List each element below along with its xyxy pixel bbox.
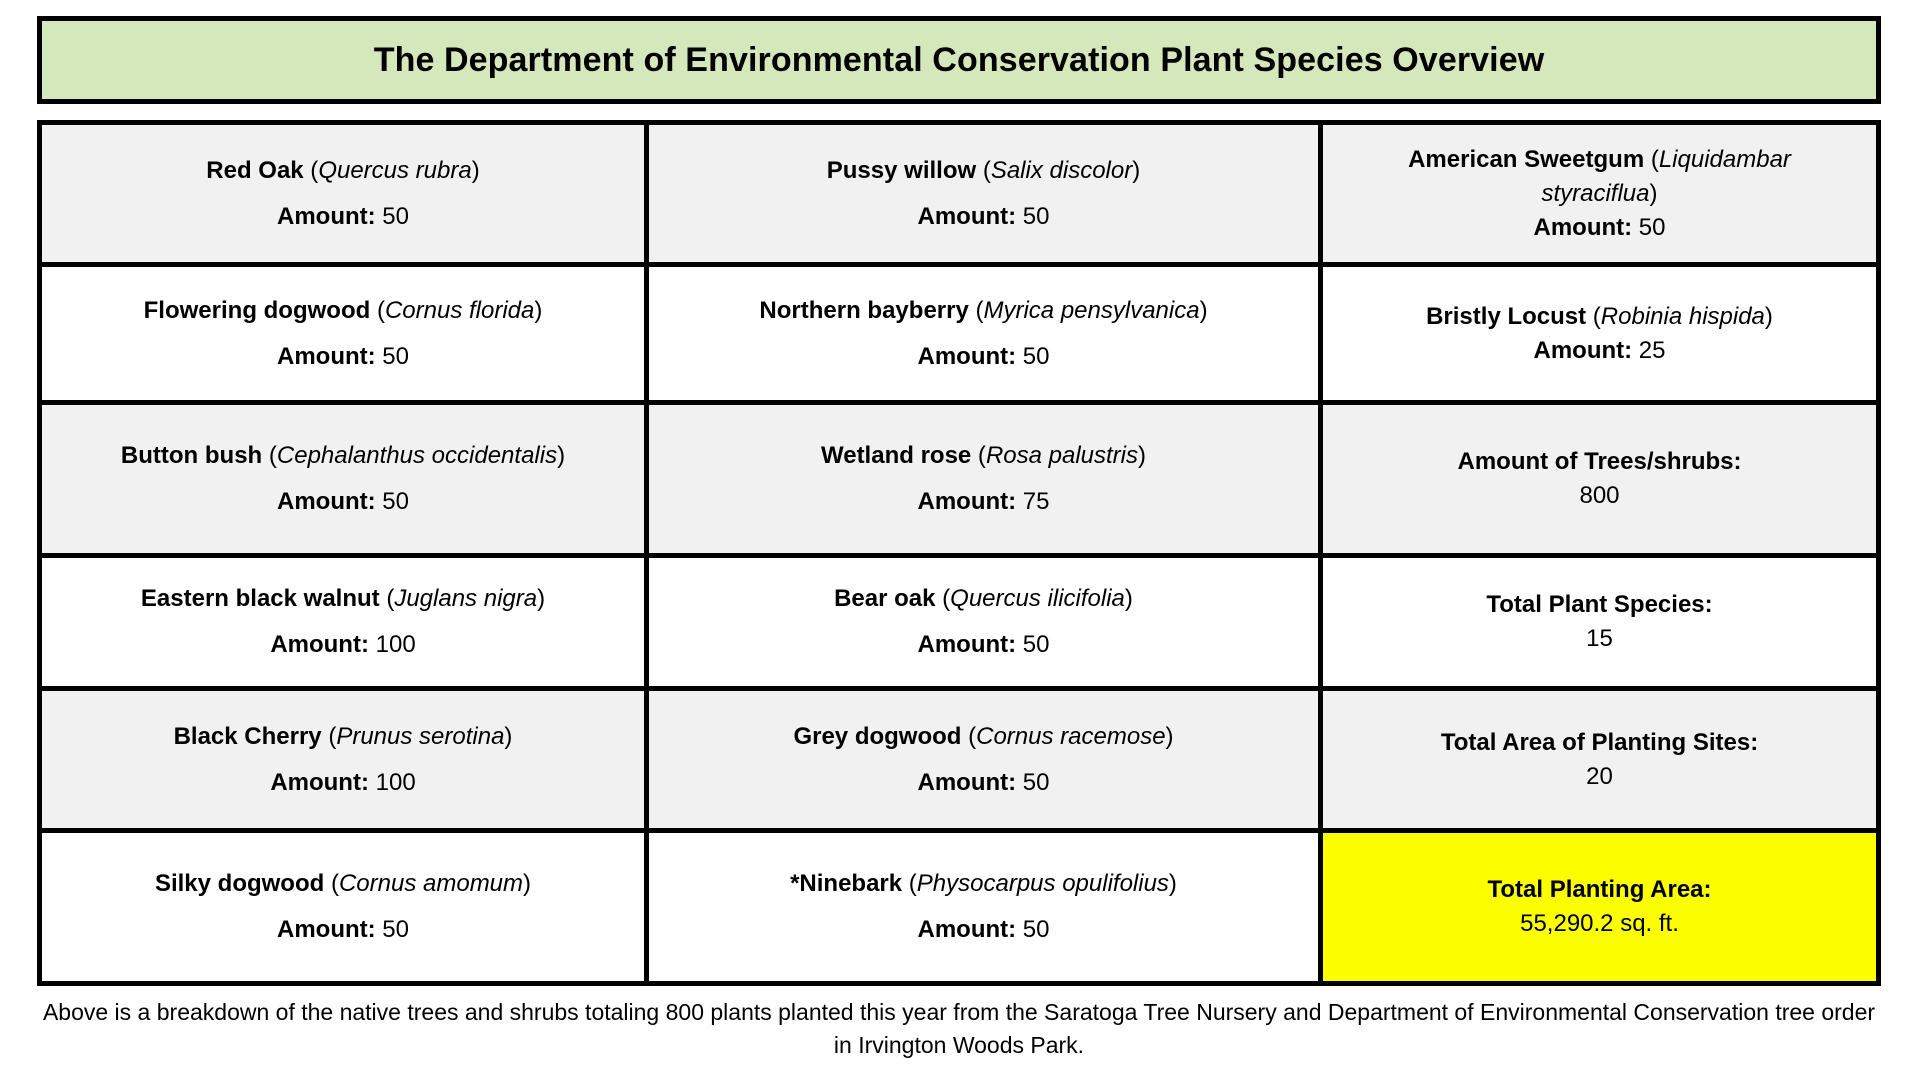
caption-text: Above is a breakdown of the native trees… xyxy=(42,999,1876,1058)
species-common-name: Flowering dogwood xyxy=(143,296,371,324)
species-common-name: Red Oak xyxy=(206,156,304,184)
species-scientific-name: Quercus ilicifolia xyxy=(950,585,1125,612)
species-table: Red Oak (Quercus rubra) Amount: 50 Pussy… xyxy=(37,120,1881,986)
species-cell: American Sweetgum (Liquidambar styracifl… xyxy=(1323,125,1876,262)
amount-label: Amount: xyxy=(270,631,369,658)
species-common-name: Eastern black walnut xyxy=(140,585,380,612)
species-cell: *Ninebark (Physocarpus opulifolius) Amou… xyxy=(649,833,1318,981)
species-scientific-name: Liquidambar styraciflua xyxy=(1541,145,1791,207)
species-common-name: Grey dogwood xyxy=(793,722,962,750)
title-banner: The Department of Environmental Conserva… xyxy=(37,16,1881,104)
species-common-name: Pussy willow xyxy=(826,156,977,184)
species-common-name: Silky dogwood xyxy=(154,870,325,897)
page-title: The Department of Environmental Conserva… xyxy=(373,40,1545,79)
amount-label: Amount: xyxy=(276,488,376,515)
amount-label: Amount: xyxy=(276,916,376,943)
summary-value: 15 xyxy=(1586,625,1613,652)
species-scientific-name: Myrica pensylvanica xyxy=(983,296,1200,324)
amount-value: 100 xyxy=(375,768,416,796)
species-cell: Button bush (Cephalanthus occidentalis) … xyxy=(42,405,644,553)
amount-label: Amount: xyxy=(917,342,1017,370)
amount-value: 50 xyxy=(1022,916,1050,943)
amount-label: Amount: xyxy=(1533,336,1633,364)
amount-label: Amount: xyxy=(276,342,376,370)
species-scientific-name: Cephalanthus occidentalis xyxy=(276,442,558,469)
species-common-name: American Sweetgum xyxy=(1408,145,1645,173)
summary-cell-trees-shrubs: Amount of Trees/shrubs: 800 xyxy=(1323,405,1876,553)
species-common-name: Button bush xyxy=(120,442,263,469)
species-cell: Eastern black walnut (Juglans nigra) Amo… xyxy=(42,558,644,686)
amount-value: 100 xyxy=(375,631,416,658)
species-cell: Grey dogwood (Cornus racemose) Amount: 5… xyxy=(649,691,1318,828)
species-common-name: Wetland rose xyxy=(821,442,972,469)
amount-value: 50 xyxy=(1638,213,1666,241)
species-scientific-name: Prunus serotina xyxy=(336,722,505,750)
species-scientific-name: Cornus amomum xyxy=(338,870,524,897)
amount-label: Amount: xyxy=(917,488,1017,515)
species-common-name: Bear oak xyxy=(834,585,936,612)
species-common-name: Black Cherry xyxy=(173,722,322,750)
amount-value: 50 xyxy=(1022,768,1050,796)
amount-value: 50 xyxy=(1022,202,1050,230)
species-cell: Wetland rose (Rosa palustris) Amount: 75 xyxy=(649,405,1318,553)
amount-value: 50 xyxy=(382,488,409,515)
amount-label: Amount: xyxy=(917,768,1017,796)
species-cell: Flowering dogwood (Cornus florida) Amoun… xyxy=(42,267,644,400)
summary-cell-planting-sites: Total Area of Planting Sites: 20 xyxy=(1323,691,1876,828)
species-scientific-name: Quercus rubra xyxy=(318,156,472,184)
species-cell: Pussy willow (Salix discolor) Amount: 50 xyxy=(649,125,1318,262)
species-cell: Red Oak (Quercus rubra) Amount: 50 xyxy=(42,125,644,262)
species-cell: Bristly Locust (Robinia hispida) Amount:… xyxy=(1323,267,1876,400)
amount-value: 50 xyxy=(1022,342,1050,370)
species-scientific-name: Cornus racemose xyxy=(976,722,1166,750)
species-scientific-name: Physocarpus opulifolius xyxy=(916,870,1169,897)
species-scientific-name: Robinia hispida xyxy=(1600,302,1765,330)
amount-value: 50 xyxy=(1022,631,1050,658)
species-common-name: *Ninebark xyxy=(790,870,903,897)
species-cell: Black Cherry (Prunus serotina) Amount: 1… xyxy=(42,691,644,828)
species-common-name: Northern bayberry xyxy=(759,296,969,324)
species-scientific-name: Rosa palustris xyxy=(985,442,1138,469)
amount-label: Amount: xyxy=(917,916,1017,943)
species-cell: Northern bayberry (Myrica pensylvanica) … xyxy=(649,267,1318,400)
amount-label: Amount: xyxy=(270,768,369,796)
summary-cell-plant-species: Total Plant Species: 15 xyxy=(1323,558,1876,686)
summary-value: 55,290.2 sq. ft. xyxy=(1520,910,1679,937)
amount-value: 50 xyxy=(382,202,409,230)
summary-label: Total Area of Planting Sites: xyxy=(1440,728,1759,756)
amount-label: Amount: xyxy=(917,631,1017,658)
summary-label: Total Plant Species: xyxy=(1486,591,1713,618)
summary-value: 800 xyxy=(1579,482,1620,509)
summary-label: Total Planting Area: xyxy=(1487,876,1712,903)
species-cell: Silky dogwood (Cornus amomum) Amount: 50 xyxy=(42,833,644,981)
species-scientific-name: Cornus florida xyxy=(384,296,535,324)
summary-label: Amount of Trees/shrubs: xyxy=(1457,448,1742,475)
summary-value: 20 xyxy=(1586,762,1613,790)
amount-value: 75 xyxy=(1022,488,1050,515)
amount-label: Amount: xyxy=(276,202,376,230)
amount-label: Amount: xyxy=(917,202,1017,230)
amount-value: 25 xyxy=(1638,336,1666,364)
species-scientific-name: Juglans nigra xyxy=(394,585,538,612)
amount-value: 50 xyxy=(382,916,409,943)
summary-cell-total-planting-area: Total Planting Area: 55,290.2 sq. ft. xyxy=(1323,833,1876,981)
species-cell: Bear oak (Quercus ilicifolia) Amount: 50 xyxy=(649,558,1318,686)
species-scientific-name: Salix discolor xyxy=(990,156,1133,184)
amount-value: 50 xyxy=(382,342,409,370)
amount-label: Amount: xyxy=(1533,213,1633,241)
species-common-name: Bristly Locust xyxy=(1426,302,1587,330)
